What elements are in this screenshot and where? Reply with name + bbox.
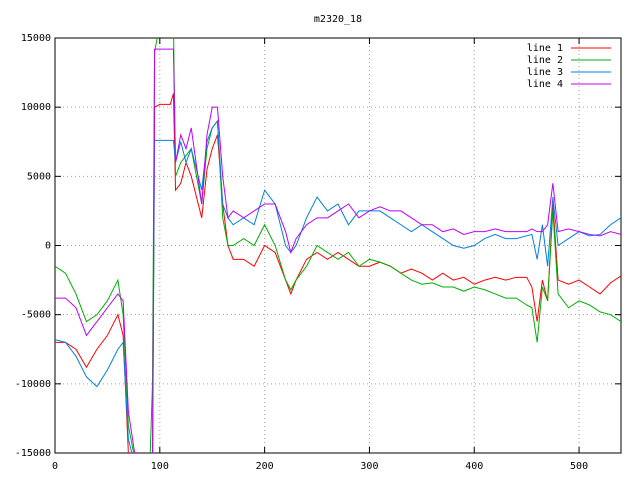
y-tick-label: 15000 — [21, 33, 51, 44]
plot-frame — [54, 37, 622, 454]
chart-title: m2320_18 — [314, 14, 362, 25]
data-line — [55, 93, 621, 453]
y-tick-label: 10000 — [21, 102, 51, 113]
data-line — [55, 48, 621, 453]
legend-label: line 3 — [527, 67, 563, 78]
x-tick-label: 100 — [151, 461, 169, 472]
y-tick-label: 5000 — [27, 171, 51, 182]
y-tick-label: -5000 — [21, 310, 51, 321]
x-tick-label: 400 — [465, 461, 483, 472]
x-tick-label: 300 — [360, 461, 378, 472]
plot-area — [55, 38, 621, 453]
legend-label: line 1 — [527, 43, 563, 54]
data-line — [55, 119, 621, 453]
x-tick-label: 500 — [570, 461, 588, 472]
x-tick-label: 0 — [52, 461, 58, 472]
legend-label: line 4 — [527, 79, 563, 90]
x-tick-label: 200 — [256, 461, 274, 472]
y-tick-label: -15000 — [15, 448, 51, 459]
legend-label: line 2 — [527, 55, 563, 66]
y-tick-label: -10000 — [15, 379, 51, 390]
y-tick-label: 0 — [45, 241, 51, 252]
